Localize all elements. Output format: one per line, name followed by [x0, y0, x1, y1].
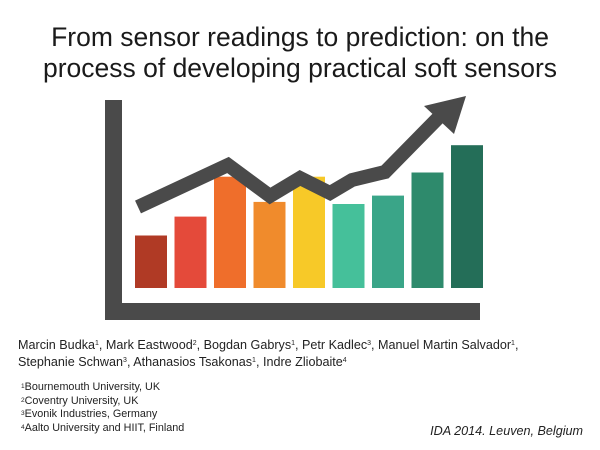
author-name: Manuel Martin Salvador	[378, 338, 512, 352]
author-affiliation-mark: 3	[123, 357, 127, 364]
illustration-bar	[135, 235, 167, 288]
illustration-bar	[214, 176, 246, 288]
author-affiliation-mark: 1	[252, 357, 256, 364]
illustration-bar	[253, 201, 286, 288]
author-name: Marcin Budka	[18, 338, 95, 352]
author-name: Mark Eastwood	[105, 338, 193, 352]
illustration-bar	[411, 172, 444, 288]
affiliation-list: 1Bournemouth University, UK 2Coventry Uni…	[21, 381, 184, 435]
author-entry: Athanasios Tsakonas1	[133, 355, 256, 369]
author-name: Indre Zliobaite	[262, 355, 343, 369]
affiliation-text: Evonik Industries, Germany	[24, 408, 158, 421]
author-name: Bogdan Gabrys	[203, 338, 292, 352]
illustration-bar	[174, 216, 207, 288]
author-entry: Mark Eastwood2	[106, 338, 197, 352]
author-affiliation-mark: 1	[95, 340, 99, 347]
illustration-bar	[451, 145, 483, 288]
author-entry: Petr Kadlec3	[302, 338, 371, 352]
author-name: Athanasios Tsakonas	[133, 355, 253, 369]
venue-text: IDA 2014. Leuven, Belgium	[430, 424, 583, 438]
affiliation-item: 4Aalto University and HIIT, Finland	[21, 422, 184, 436]
slide-title: From sensor readings to prediction: on t…	[0, 22, 600, 84]
author-affiliation-mark: 2	[192, 340, 197, 347]
affiliation-text: Coventry University, UK	[24, 394, 139, 407]
affiliation-item: 2Coventry University, UK	[21, 395, 184, 409]
trend-arrow-head	[424, 96, 466, 134]
affiliation-mark: 2	[21, 396, 25, 404]
affiliation-mark: 3	[21, 410, 25, 418]
author-name: Stephanie Schwan	[18, 355, 124, 369]
illustration-bar	[332, 204, 365, 288]
author-entry: Bogdan Gabrys1	[204, 338, 295, 352]
illustration-bar	[372, 195, 404, 288]
slide-title-line-2: process of developing practical soft sen…	[42, 53, 558, 83]
trend-arrow-icon	[135, 96, 466, 214]
affiliation-mark: 4	[21, 423, 25, 431]
author-entry: Manuel Martin Salvador1	[378, 338, 515, 352]
slide-title-line-1: From sensor readings to prediction: on t…	[51, 22, 549, 52]
author-entry: Indre Zliobaite4	[263, 355, 347, 369]
author-entry: Marcin Budka1	[18, 338, 99, 352]
author-list: Marcin Budka1, Mark Eastwood2, Bogdan Ga…	[18, 338, 519, 369]
illustration-bars	[135, 145, 483, 288]
author-entry: Stephanie Schwan3	[18, 355, 127, 369]
author-affiliation-mark: 3	[367, 340, 372, 347]
affiliation-mark: 1	[21, 383, 25, 390]
author-affiliation-mark: 4	[342, 357, 347, 364]
affiliation-item: 3Evonik Industries, Germany	[21, 408, 184, 422]
author-affiliation-mark: 1	[291, 340, 296, 347]
affiliation-item: 1Bournemouth University, UK	[21, 381, 184, 395]
trend-arrow-line	[135, 108, 448, 214]
author-affiliation-mark: 1	[511, 340, 515, 347]
author-name: Petr Kadlec	[302, 338, 368, 352]
affiliation-text: Bournemouth University, UK	[24, 381, 161, 393]
affiliation-text: Aalto University and HIIT, Finland	[24, 421, 185, 434]
